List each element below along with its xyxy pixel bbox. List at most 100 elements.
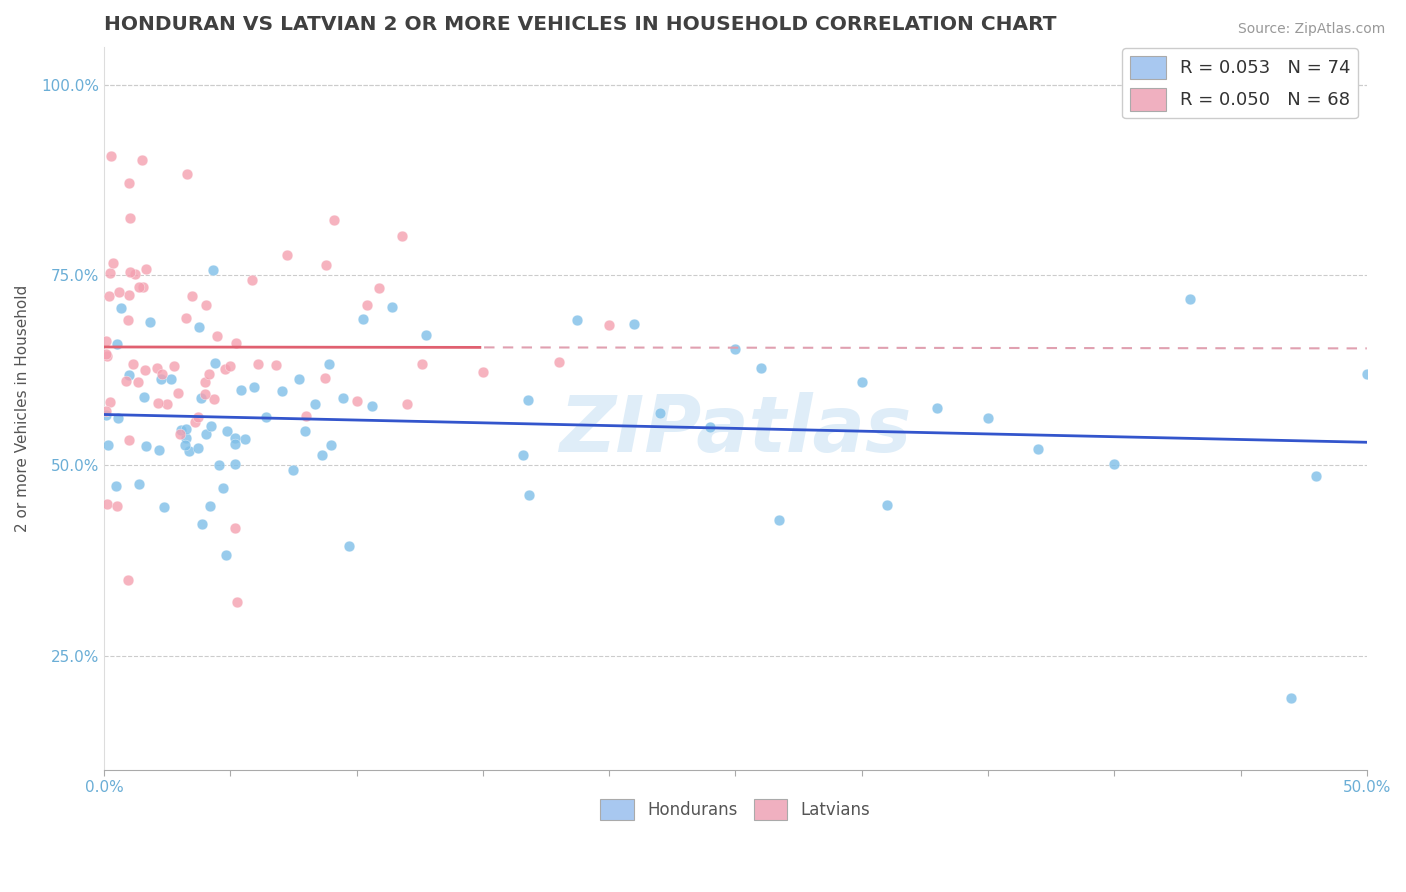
Legend: Hondurans, Latvians: Hondurans, Latvians (593, 792, 877, 827)
Point (198, 367, 221, 381)
Point (187, 410, 209, 425)
Point (699, 420, 721, 434)
Point (128, 279, 150, 293)
Text: Source: ZipAtlas.com: Source: ZipAtlas.com (1237, 22, 1385, 37)
Point (1355, 367, 1378, 381)
Point (134, 362, 156, 376)
Text: HONDURAN VS LATVIAN 2 OR MORE VEHICLES IN HOUSEHOLD CORRELATION CHART: HONDURAN VS LATVIAN 2 OR MORE VEHICLES I… (104, 15, 1056, 34)
Point (270, 384, 292, 398)
Point (315, 258, 337, 272)
Point (304, 396, 326, 410)
Point (1305, 468, 1327, 483)
Point (517, 392, 540, 407)
Point (180, 289, 202, 303)
Point (201, 263, 224, 277)
Point (598, 318, 620, 332)
Point (131, 153, 153, 167)
Point (121, 357, 143, 371)
Point (194, 386, 217, 401)
Point (337, 539, 360, 553)
Point (391, 229, 413, 244)
Point (159, 372, 181, 386)
Point (648, 406, 671, 420)
Point (224, 457, 246, 471)
Point (294, 424, 316, 438)
Point (98, 266, 121, 280)
Point (118, 265, 141, 279)
Point (360, 400, 382, 414)
Point (101, 256, 124, 270)
Point (173, 438, 195, 452)
Point (107, 285, 129, 299)
Point (174, 310, 197, 325)
Point (1279, 690, 1302, 705)
Point (135, 261, 157, 276)
Text: ZIPatlas: ZIPatlas (560, 392, 911, 468)
Point (96, 349, 118, 363)
Point (118, 176, 141, 190)
Point (132, 279, 155, 293)
Point (127, 375, 149, 389)
Point (471, 365, 494, 379)
Point (100, 149, 122, 163)
Point (107, 411, 129, 425)
Point (146, 361, 169, 376)
Point (124, 267, 146, 281)
Point (332, 391, 354, 405)
Point (352, 312, 374, 326)
Point (195, 426, 218, 441)
Point (156, 397, 179, 411)
Point (170, 423, 193, 437)
Point (176, 431, 198, 445)
Point (110, 301, 132, 315)
Point (194, 376, 217, 390)
Point (204, 356, 226, 370)
Point (623, 317, 645, 331)
Point (381, 300, 404, 314)
Point (120, 211, 142, 225)
Point (311, 449, 333, 463)
Point (134, 390, 156, 404)
Point (150, 372, 173, 386)
Point (176, 167, 198, 181)
Point (246, 357, 269, 371)
Point (314, 371, 336, 385)
Point (190, 391, 212, 405)
Point (283, 463, 305, 477)
Point (148, 443, 170, 458)
Point (547, 354, 569, 368)
Point (163, 359, 186, 373)
Point (724, 342, 747, 356)
Point (288, 372, 311, 386)
Point (128, 477, 150, 491)
Point (1178, 292, 1201, 306)
Point (97, 438, 120, 452)
Point (977, 411, 1000, 425)
Point (98, 395, 121, 409)
Point (264, 358, 287, 372)
Point (318, 358, 340, 372)
Point (1102, 457, 1125, 471)
Point (118, 368, 141, 382)
Point (225, 595, 247, 609)
Point (105, 479, 128, 493)
Point (254, 409, 277, 424)
Point (768, 512, 790, 526)
Point (114, 374, 136, 388)
Point (174, 422, 197, 436)
Point (153, 500, 176, 514)
Point (169, 427, 191, 442)
Point (276, 248, 298, 262)
Point (219, 359, 242, 374)
Point (749, 360, 772, 375)
Point (200, 499, 222, 513)
Point (512, 448, 534, 462)
Point (187, 320, 209, 334)
Point (224, 437, 246, 451)
Point (139, 315, 162, 329)
Point (118, 433, 141, 447)
Point (96, 408, 118, 422)
Point (150, 368, 173, 382)
Point (135, 439, 157, 453)
Point (214, 362, 236, 376)
